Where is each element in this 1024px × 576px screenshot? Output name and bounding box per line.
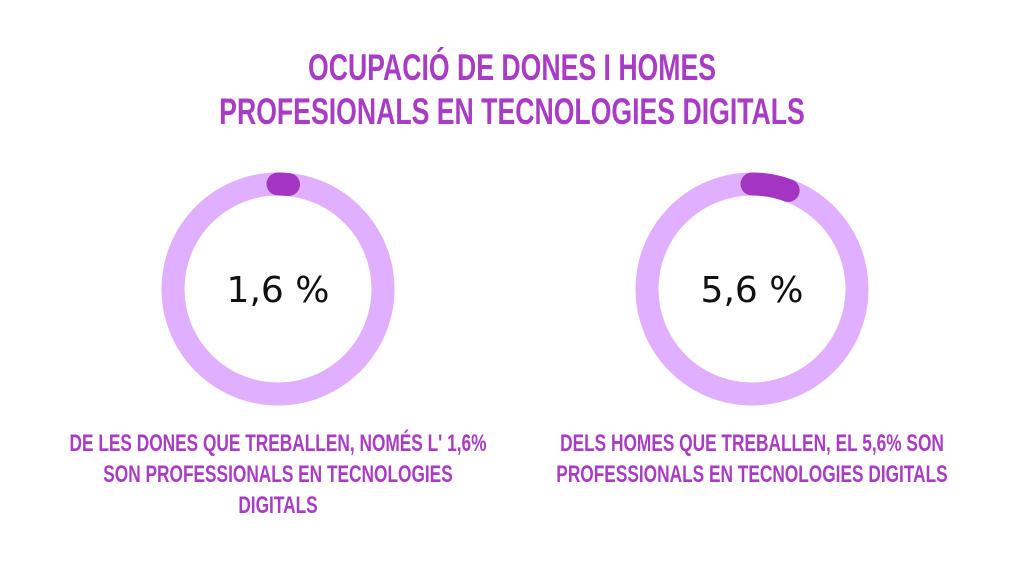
title-line: OCUPACIÓ DE DONES I HOMES [307, 47, 717, 88]
infographic-title: OCUPACIÓ DE DONES I HOMES PROFESIONALS E… [219, 46, 805, 134]
caption-line: DIGITALS [238, 492, 318, 519]
title-line: PROFESIONALS EN TECNOLOGIES DIGITALS [219, 91, 805, 132]
donut-value-label: 1,6 % [227, 270, 330, 311]
donut-value-label: 5,6 % [701, 270, 804, 311]
caption-line: PROFESSIONALS EN TECNOLOGIES DIGITALS [556, 461, 948, 488]
caption-line: DELS HOMES QUE TREBALLEN, EL 5,6% SON [560, 430, 944, 457]
donut-value-arc [635, 172, 869, 406]
caption-line: DE LES DONES QUE TREBALLEN, NOMÉS L' 1,6… [69, 430, 487, 457]
men-caption: DELS HOMES QUE TREBALLEN, EL 5,6% SON PR… [556, 428, 947, 490]
donut-value-arc [161, 172, 395, 406]
caption-line: SON PROFESSIONALS EN TECNOLOGIES [103, 461, 453, 488]
women-caption: DE LES DONES QUE TREBALLEN, NOMÉS L' 1,6… [70, 428, 487, 521]
